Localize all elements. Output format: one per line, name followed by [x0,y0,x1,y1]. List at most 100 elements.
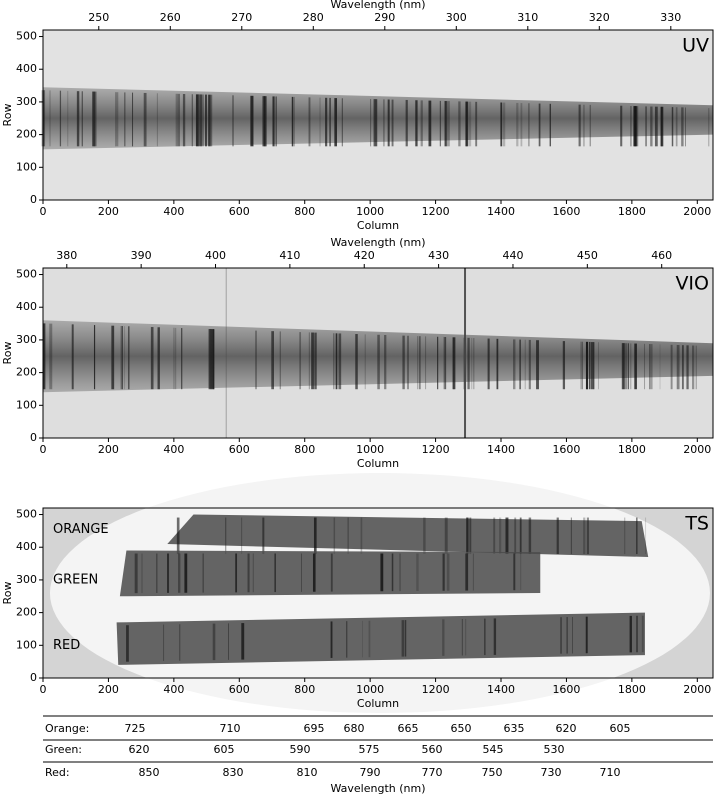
x-tick-label: 400 [163,443,184,456]
y-tick-label: 500 [16,268,37,281]
strip-label: RED [53,638,80,653]
wavelength-value: 575 [359,743,380,756]
strip-label: ORANGE [53,522,109,537]
y-tick-label: 300 [16,333,37,346]
x-tick-label: 1200 [422,683,450,696]
wavelength-value: 665 [398,722,419,735]
y-tick-label: 200 [16,128,37,141]
wavelength-value: 750 [482,766,503,779]
wavelength-value: 530 [544,743,565,756]
image-panel [41,30,713,200]
wavelength-value: 790 [360,766,381,779]
y-tick-label: 400 [16,300,37,313]
y-tick-label: 300 [16,573,37,586]
wavelength-value: 680 [344,722,365,735]
axes-frame [42,29,714,201]
x-axis-label: Column [357,219,399,232]
x-tick-label: 200 [98,443,119,456]
x2-tick-label: 450 [577,249,598,262]
x2-tick-label: 280 [303,11,324,24]
x2-tick-label: 330 [660,11,681,24]
y-axis-label: Row [1,582,14,605]
wavelength-value: 620 [556,722,577,735]
x2-tick-label: 440 [502,249,523,262]
x-tick-label: 1800 [618,683,646,696]
y-tick-label: 500 [16,30,37,43]
y-tick-label: 0 [30,431,37,444]
wavelength-value: 810 [297,766,318,779]
x-tick-label: 1000 [356,205,384,218]
wavelength-value: 635 [504,722,525,735]
y-tick-label: 100 [16,398,37,411]
x-tick-label: 200 [98,683,119,696]
x-tick-label: 800 [294,205,315,218]
x2-axis-label: Wavelength (nm) [330,0,425,11]
wavelength-value: 650 [451,722,472,735]
x-tick-label: 0 [40,443,47,456]
x-tick-label: 1800 [618,443,646,456]
y-tick-label: 200 [16,606,37,619]
spectrum-band [116,612,645,665]
x-tick-label: 600 [229,443,250,456]
y-tick-label: 300 [16,95,37,108]
y-tick-label: 200 [16,366,37,379]
y-tick-label: 500 [16,508,37,521]
wavelength-value: 710 [220,722,241,735]
x2-tick-label: 380 [56,249,77,262]
x-tick-label: 2000 [683,683,711,696]
x-tick-label: 1600 [552,443,580,456]
x-tick-label: 1400 [487,683,515,696]
x2-tick-label: 390 [131,249,152,262]
x2-tick-label: 310 [517,11,538,24]
x2-tick-label: 460 [651,249,672,262]
x2-tick-label: 410 [279,249,300,262]
y-tick-label: 400 [16,62,37,75]
x-tick-label: 600 [229,683,250,696]
wavelength-value: 730 [541,766,562,779]
wavelength-value: 605 [214,743,235,756]
x2-tick-label: 430 [428,249,449,262]
x2-axis-label: Wavelength (nm) [330,236,425,249]
y-tick-label: 100 [16,638,37,651]
axes-frame [42,507,714,679]
x-axis-label: Column [357,697,399,710]
image-panel [43,473,713,713]
x-tick-label: 1400 [487,205,515,218]
y-tick-label: 100 [16,160,37,173]
x-tick-label: 600 [229,205,250,218]
wavelength-value: 710 [600,766,621,779]
wavelength-value: 590 [290,743,311,756]
x2-tick-label: 400 [205,249,226,262]
x-tick-label: 400 [163,683,184,696]
wavelength-value: 695 [304,722,325,735]
x-tick-label: 0 [40,683,47,696]
row-label: Green: [45,743,82,756]
panel-label: TS [684,513,709,535]
x-tick-label: 1200 [422,443,450,456]
axes-frame [42,267,714,439]
row-label: Orange: [45,722,89,735]
panel-label: VIO [675,273,709,295]
y-tick-label: 0 [30,193,37,206]
x2-tick-label: 270 [231,11,252,24]
x2-tick-label: 260 [160,11,181,24]
x2-tick-label: 420 [354,249,375,262]
image-panel [42,268,713,438]
x-tick-label: 0 [40,205,47,218]
x-tick-label: 400 [163,205,184,218]
x-tick-label: 1800 [618,205,646,218]
x2-tick-label: 300 [446,11,467,24]
wavelength-value: 620 [129,743,150,756]
wavelength-value: 725 [125,722,146,735]
x-tick-label: 1600 [552,683,580,696]
y-tick-label: 0 [30,671,37,684]
x-tick-label: 200 [98,205,119,218]
strip-label: GREEN [53,572,98,587]
wavelength-value: 560 [422,743,443,756]
wavelength-value: 850 [139,766,160,779]
wavelength-value: 545 [483,743,504,756]
wavelength-value: 605 [610,722,631,735]
x-tick-label: 1000 [356,443,384,456]
y-tick-label: 400 [16,540,37,553]
